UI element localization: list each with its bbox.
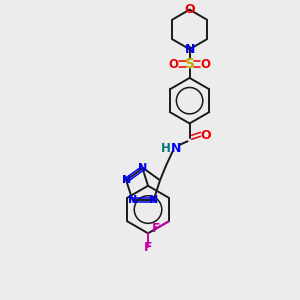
Text: O: O: [169, 58, 179, 70]
Text: S: S: [184, 57, 195, 71]
Text: N: N: [149, 195, 158, 205]
Text: N: N: [170, 142, 181, 155]
Text: O: O: [200, 58, 210, 70]
Text: N: N: [128, 195, 137, 205]
Text: O: O: [200, 129, 211, 142]
Text: F: F: [144, 241, 152, 254]
Text: N: N: [138, 163, 148, 173]
Text: O: O: [184, 3, 195, 16]
Text: F: F: [152, 222, 161, 235]
Text: H: H: [161, 142, 171, 155]
Text: N: N: [122, 175, 131, 185]
Text: N: N: [184, 43, 195, 56]
